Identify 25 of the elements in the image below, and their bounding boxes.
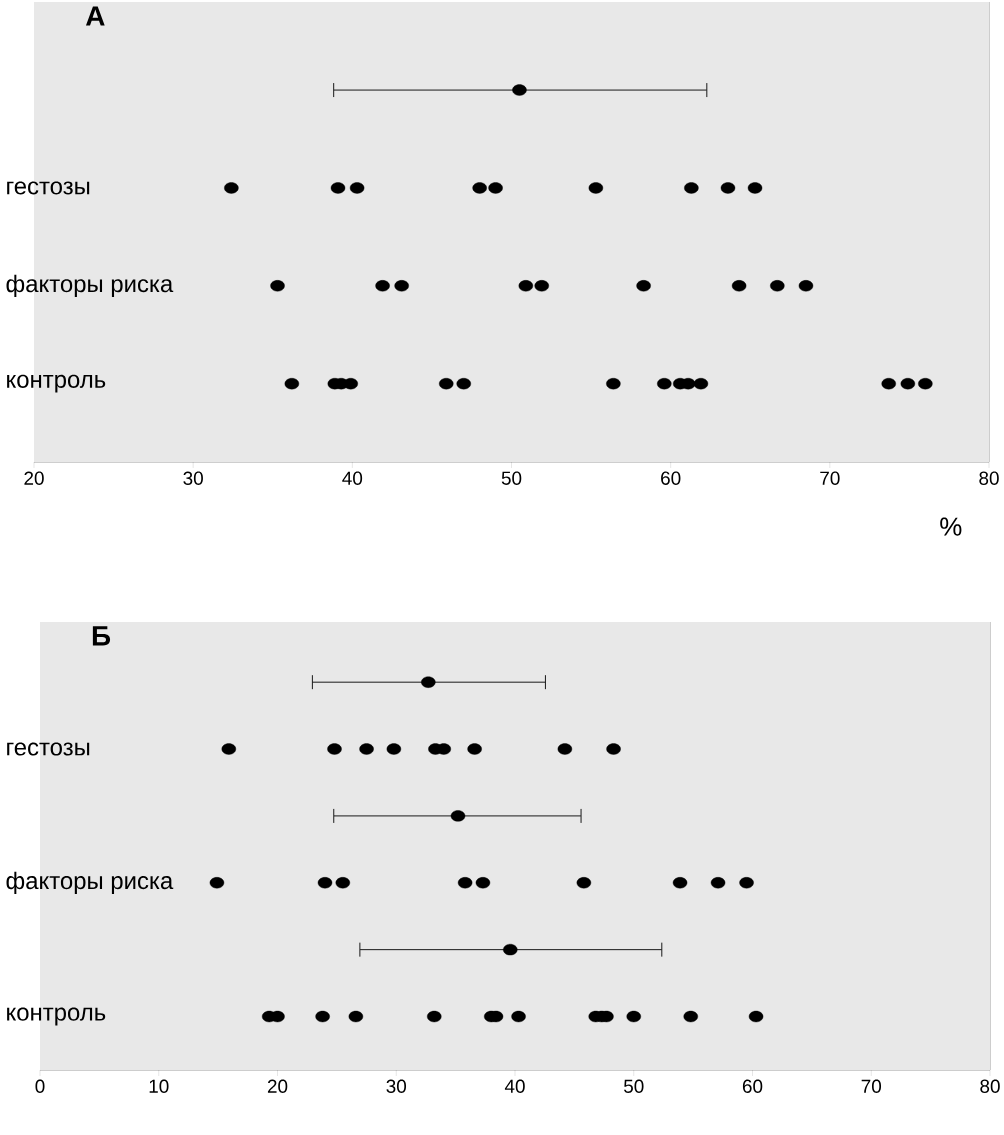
y-tick-label: контроль [7,1007,106,1026]
x-axis-title: % [940,517,962,536]
x-tick-label: 70 [861,1079,882,1093]
chart-title: Б [92,626,111,646]
x-tick-label: 30 [386,1079,407,1093]
y-tick-label: факторы риска [6,871,174,894]
x-tick-label: 70 [820,471,840,485]
y-tick-label: гестозы [7,181,90,195]
x-tick-label: 40 [504,1079,525,1093]
x-tick-label: 60 [661,471,681,485]
x-tick-label: 40 [342,471,363,485]
x-tick-label: 10 [149,1079,169,1093]
x-tick-label: 0 [35,1079,45,1093]
x-tick-label: 50 [623,1079,644,1093]
x-tick-label: 80 [979,471,999,485]
y-tick-label: контроль [7,374,106,393]
chart-title: А [85,6,105,26]
x-tick-label: 20 [24,471,44,485]
x-tick-label: 30 [183,471,203,485]
y-tick-label: факторы риска [6,274,174,297]
x-tick-label: 80 [980,1079,1000,1093]
y-tick-label: гестозы [7,742,90,756]
x-tick-label: 50 [501,471,522,485]
x-tick-label: 60 [742,1079,763,1093]
x-tick-label: 20 [267,1079,288,1093]
